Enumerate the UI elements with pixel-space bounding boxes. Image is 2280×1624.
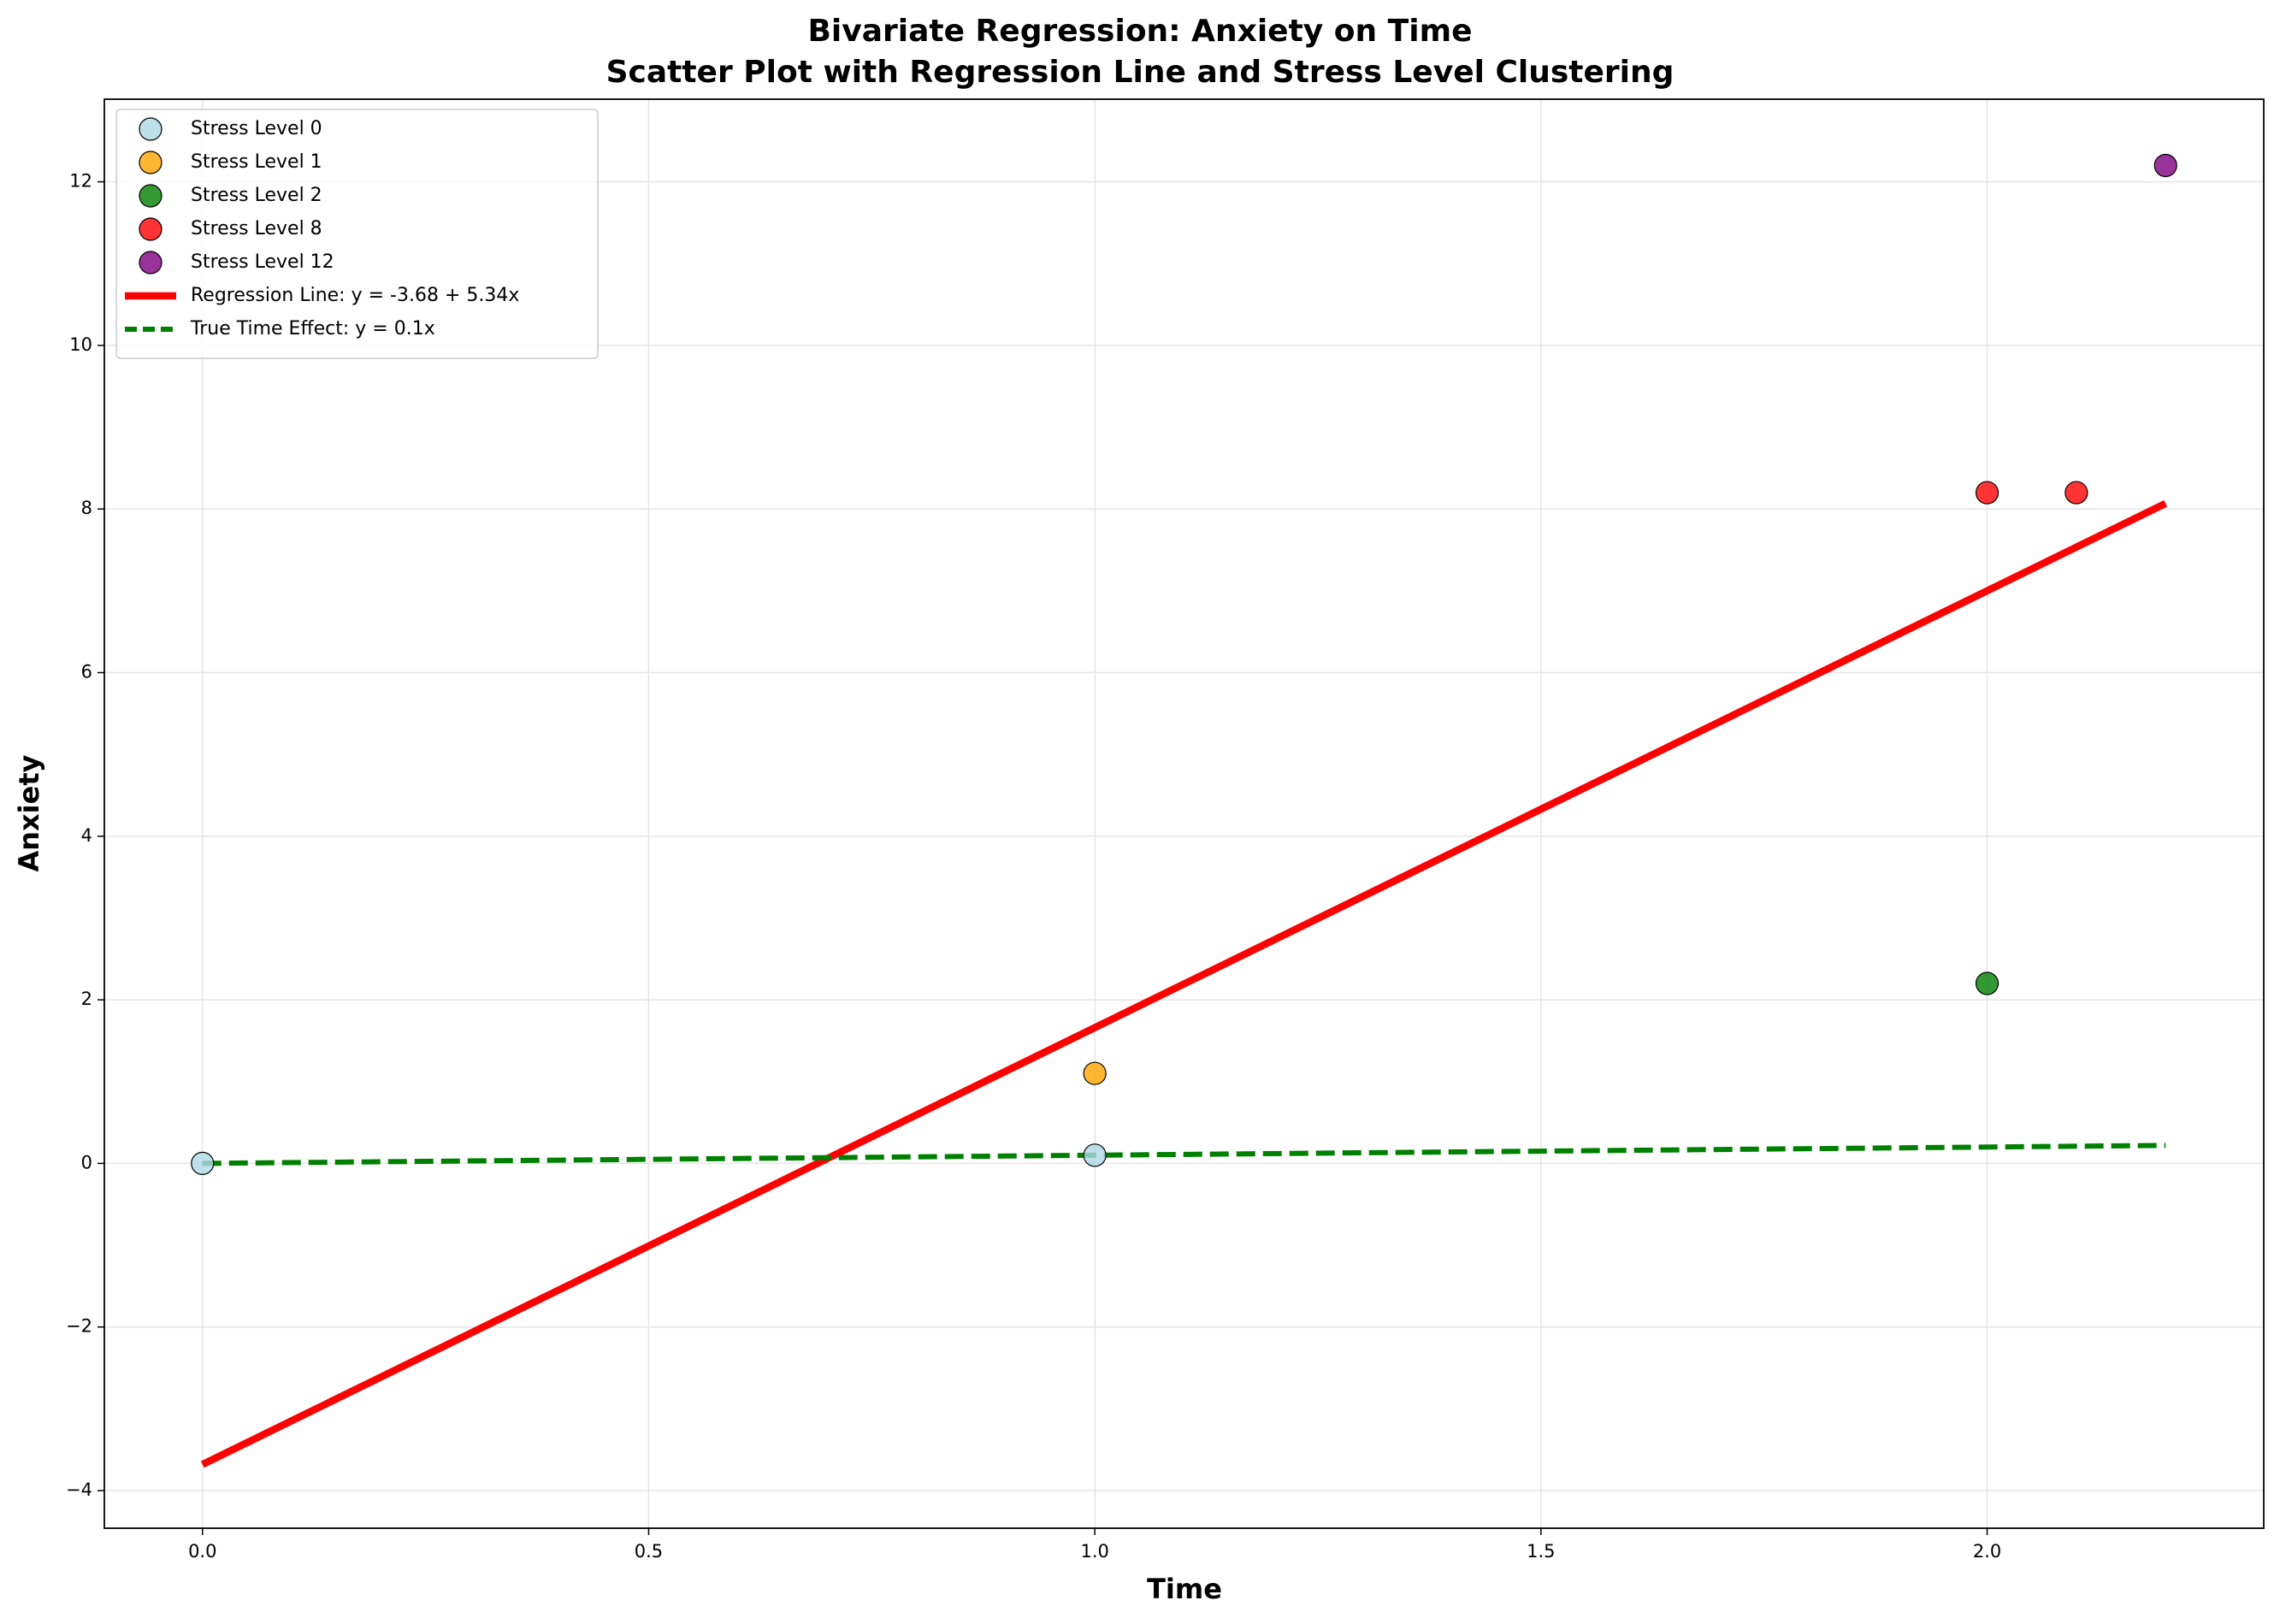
y-tick-label: 8 [81, 498, 92, 518]
legend-label: Stress Level 2 [191, 185, 322, 206]
point [1083, 1061, 1107, 1085]
x-tick-label: 0.5 [635, 1541, 663, 1562]
chart-subtitle: Scatter Plot with Regression Line and St… [606, 55, 1675, 90]
chart-title: Bivariate Regression: Anxiety on Time [807, 14, 1472, 49]
point [1975, 481, 1999, 505]
point [2064, 481, 2088, 505]
point [1975, 971, 1999, 995]
x-axis-label: Time [1147, 1573, 1222, 1605]
legend-label: Stress Level 8 [191, 218, 322, 239]
legend-marker [139, 151, 162, 174]
y-tick-label: 2 [81, 989, 92, 1009]
legend-marker [139, 217, 162, 241]
legend-marker [139, 117, 162, 141]
y-tick-label: −4 [66, 1479, 92, 1500]
line [200, 499, 2168, 1468]
point [191, 1151, 215, 1176]
x-tick-label: 1.5 [1527, 1541, 1555, 1562]
y-tick-label: 10 [69, 334, 92, 355]
x-tick-label: 2.0 [1973, 1541, 2001, 1562]
y-axis-label: Anxiety [13, 754, 45, 871]
x-tick-label: 0.0 [188, 1541, 216, 1562]
y-tick-label: 4 [81, 825, 92, 846]
y-tick-label: 6 [81, 662, 92, 682]
line [202, 1143, 2166, 1166]
legend-marker [139, 184, 162, 208]
point [2153, 153, 2177, 178]
y-tick-label: −2 [66, 1316, 92, 1337]
legend-label: Regression Line: y = -3.68 + 5.34x [191, 285, 519, 306]
legend-label: True Time Effect: y = 0.1x [190, 318, 435, 340]
legend-marker [139, 251, 162, 275]
legend-label: Stress Level 12 [191, 251, 334, 273]
x-tick-label: 1.0 [1080, 1541, 1108, 1562]
y-tick-label: 0 [81, 1152, 92, 1172]
plot-frame [103, 98, 2265, 1529]
y-tick-label: 12 [69, 171, 92, 192]
legend-box [115, 109, 599, 359]
point [1083, 1143, 1107, 1167]
legend-label: Stress Level 0 [191, 118, 322, 139]
legend-label: Stress Level 1 [191, 151, 322, 173]
